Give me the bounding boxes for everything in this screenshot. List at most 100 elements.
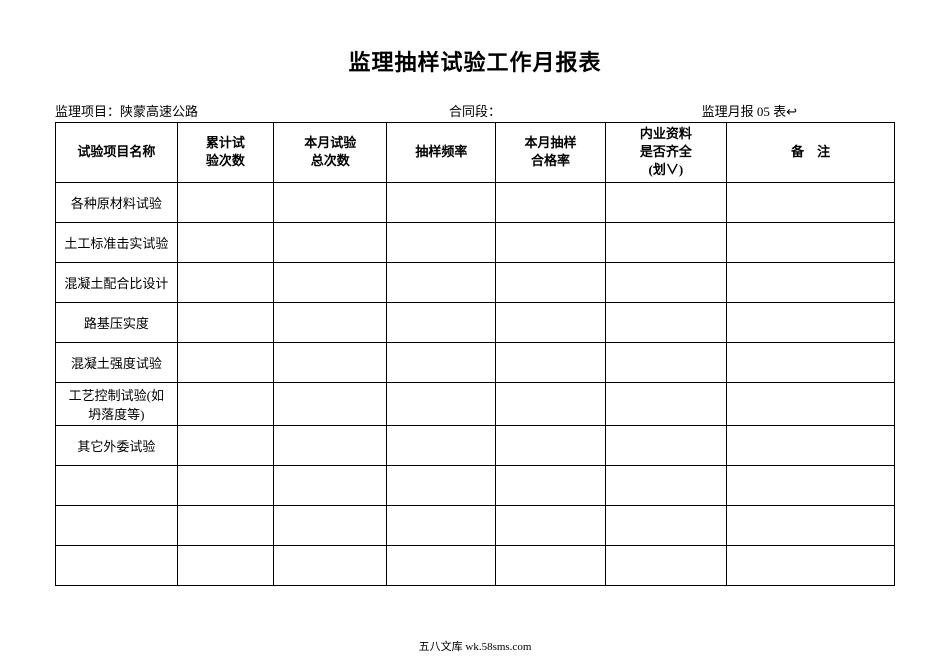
cell (605, 182, 727, 222)
footer-text: 五八文库 wk.58sms.com (0, 638, 950, 654)
cell (274, 425, 387, 465)
cell (387, 382, 496, 425)
table-row: 各种原材料试验 (56, 182, 895, 222)
table-body: 各种原材料试验 土工标准击实试验 混凝土配合比设计 (56, 182, 895, 585)
cell (177, 222, 273, 262)
cell: 路基压实度 (56, 302, 178, 342)
cell (274, 342, 387, 382)
meta-left: 监理项目：陕蒙高速公路 (55, 101, 198, 120)
cell: 各种原材料试验 (56, 182, 178, 222)
cell (496, 342, 605, 382)
cell (56, 465, 178, 505)
col-header-1: 累计试验次数 (177, 123, 273, 183)
table-row (56, 545, 895, 585)
cell: 工艺控制试验(如坍落度等) (56, 382, 178, 425)
cell (727, 342, 895, 382)
cell (605, 382, 727, 425)
table-row (56, 505, 895, 545)
table-row: 混凝土强度试验 (56, 342, 895, 382)
cell (177, 182, 273, 222)
col-header-0: 试验项目名称 (56, 123, 178, 183)
meta-row: 监理项目：陕蒙高速公路 合同段： 监理月报 05 表↩ (55, 101, 895, 120)
col-header-4: 本月抽样合格率 (496, 123, 605, 183)
cell (387, 545, 496, 585)
meta-right-label: 监理月报 05 表 (702, 104, 787, 119)
cell (496, 302, 605, 342)
table-row: 工艺控制试验(如坍落度等) (56, 382, 895, 425)
cell (605, 505, 727, 545)
cell: 土工标准击实试验 (56, 222, 178, 262)
cell (496, 545, 605, 585)
cell (727, 425, 895, 465)
cell (177, 342, 273, 382)
page-title: 监理抽样试验工作月报表 (55, 45, 895, 77)
cell: 混凝土强度试验 (56, 342, 178, 382)
table-row: 土工标准击实试验 (56, 222, 895, 262)
table-row (56, 465, 895, 505)
cell (605, 342, 727, 382)
cell (274, 505, 387, 545)
cell (727, 465, 895, 505)
cell (605, 222, 727, 262)
cell (496, 222, 605, 262)
cell (387, 425, 496, 465)
table-row: 其它外委试验 (56, 425, 895, 465)
cell (496, 465, 605, 505)
cell: 其它外委试验 (56, 425, 178, 465)
cell (496, 262, 605, 302)
cell (605, 302, 727, 342)
meta-right: 监理月报 05 表↩ (702, 101, 895, 120)
report-table: 试验项目名称 累计试验次数 本月试验总次数 抽样频率 本月抽样合格率 内业资料是… (55, 122, 895, 586)
cell (177, 545, 273, 585)
meta-left-value: 陕蒙高速公路 (120, 104, 198, 119)
cell (274, 465, 387, 505)
cell (177, 382, 273, 425)
col-header-3: 抽样频率 (387, 123, 496, 183)
cell (274, 222, 387, 262)
cell (177, 505, 273, 545)
cell (274, 545, 387, 585)
cell (605, 262, 727, 302)
cell (56, 545, 178, 585)
cell (605, 545, 727, 585)
cell (274, 302, 387, 342)
cell (387, 302, 496, 342)
cell (496, 182, 605, 222)
cell (177, 425, 273, 465)
cell (605, 425, 727, 465)
cell (727, 222, 895, 262)
cell (274, 182, 387, 222)
cell: 混凝土配合比设计 (56, 262, 178, 302)
cell (496, 382, 605, 425)
cell (605, 465, 727, 505)
cell (177, 465, 273, 505)
cell (387, 222, 496, 262)
cell (496, 505, 605, 545)
table-header-row: 试验项目名称 累计试验次数 本月试验总次数 抽样频率 本月抽样合格率 内业资料是… (56, 123, 895, 183)
cell (387, 505, 496, 545)
cell (727, 302, 895, 342)
cell (274, 262, 387, 302)
meta-center-label: 合同段： (449, 104, 501, 119)
cell (727, 545, 895, 585)
meta-right-suffix: ↩ (786, 104, 797, 119)
cell (727, 505, 895, 545)
col-header-5: 内业资料是否齐全(划∨) (605, 123, 727, 183)
cell (177, 262, 273, 302)
cell (727, 182, 895, 222)
cell (387, 342, 496, 382)
cell (177, 302, 273, 342)
col-header-2: 本月试验总次数 (274, 123, 387, 183)
cell (274, 382, 387, 425)
meta-center: 合同段： (449, 101, 501, 120)
table-row: 混凝土配合比设计 (56, 262, 895, 302)
cell (387, 262, 496, 302)
meta-left-label: 监理项目： (55, 104, 120, 119)
cell (727, 262, 895, 302)
col-header-6: 备 注 (727, 123, 895, 183)
table-row: 路基压实度 (56, 302, 895, 342)
cell (56, 505, 178, 545)
cell (387, 465, 496, 505)
cell (727, 382, 895, 425)
cell (496, 425, 605, 465)
